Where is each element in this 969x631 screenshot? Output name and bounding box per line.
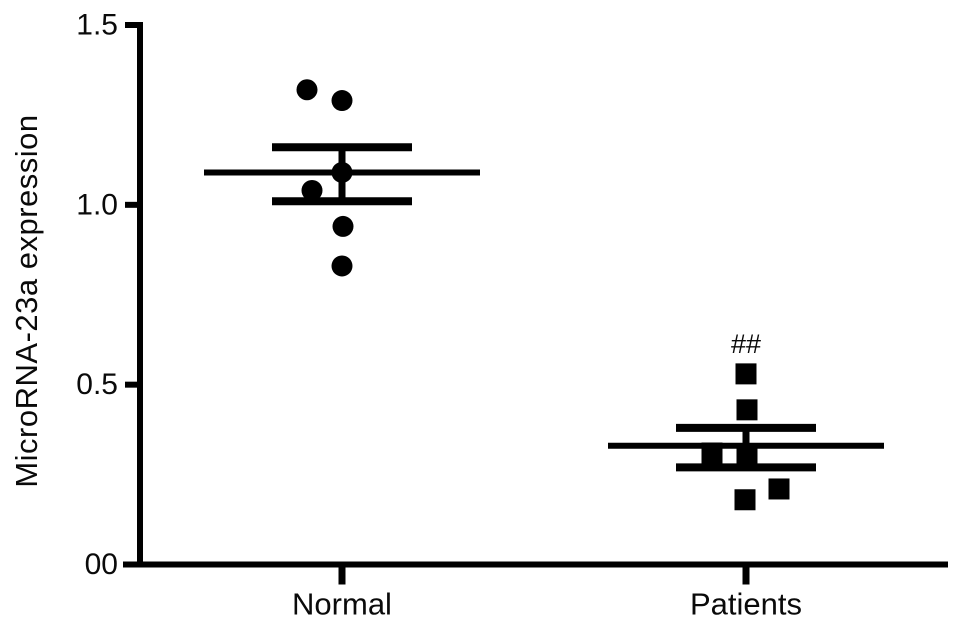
x-category-label: Normal [292,587,392,622]
significance-annotation: ## [731,329,761,359]
y-tick-label: 00 [85,548,118,581]
data-point-square [736,446,758,468]
y-tick-label: 1.0 [76,188,118,221]
data-point-circle [331,90,353,112]
data-point-square [768,478,790,500]
data-point-square [735,363,757,385]
data-point-circle [331,255,353,277]
data-point-circle [332,215,354,237]
data-point-circle [296,79,318,101]
data-point-square [701,442,723,464]
x-category-label: Patients [690,587,802,622]
data-point-circle [331,161,353,183]
y-tick-label: 1.5 [76,9,118,42]
data-point-square [736,399,758,421]
data-point-circle [301,179,323,201]
y-axis-title: MicroRNA-23a expression [9,114,44,488]
y-tick-label: 0.5 [76,368,118,401]
data-point-square [734,489,756,511]
